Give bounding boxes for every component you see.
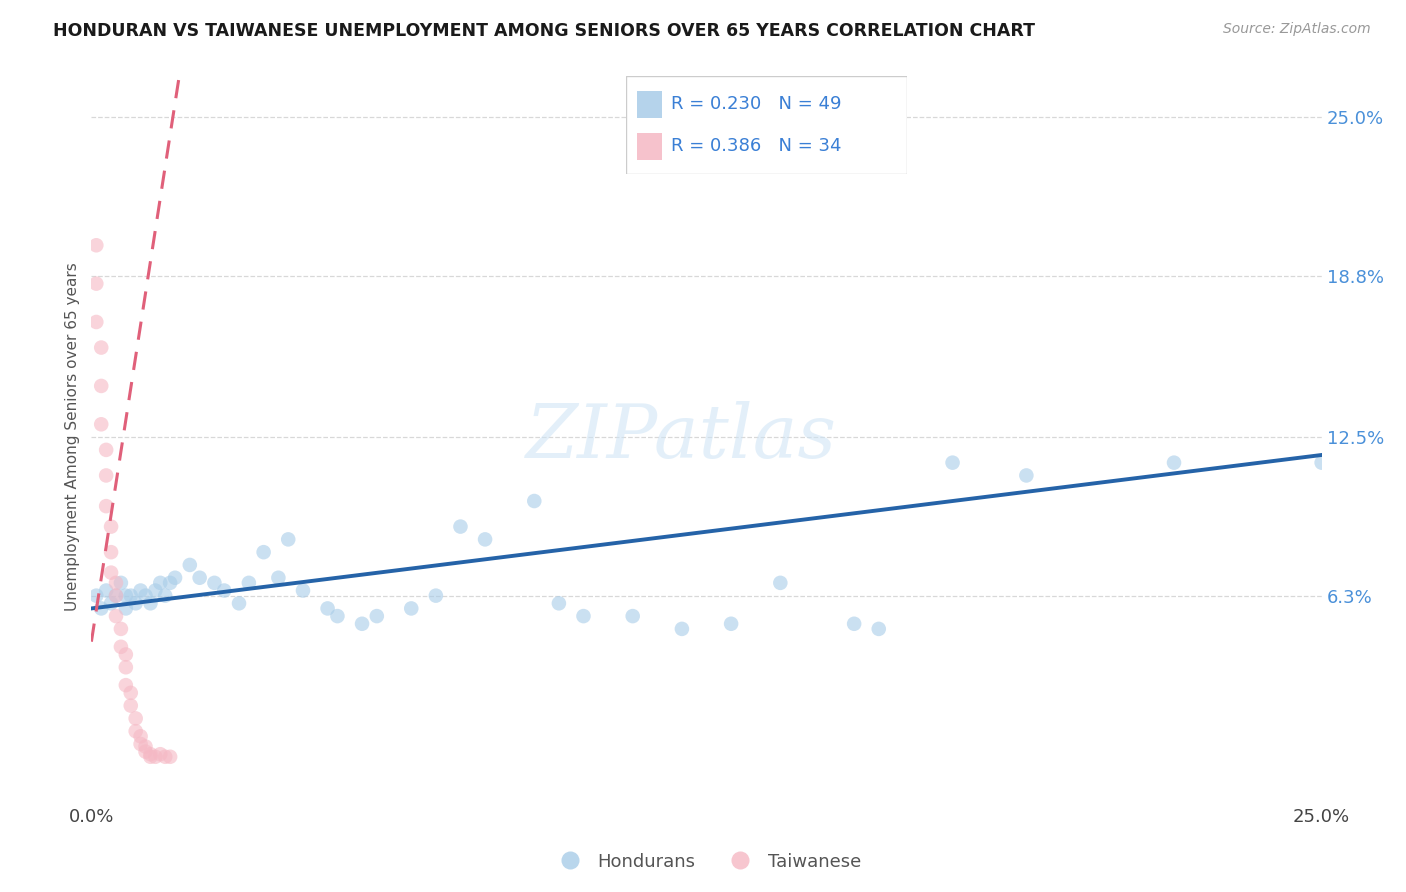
Point: [124, 724, 146, 739]
Point: [100, 519, 122, 533]
Point: [277, 533, 299, 547]
Point: [114, 660, 138, 674]
Bar: [637, 90, 662, 118]
Point: [110, 640, 132, 654]
Point: [96, 583, 117, 598]
Point: [153, 589, 177, 603]
Point: [474, 533, 496, 547]
Point: [179, 558, 201, 572]
Legend: Hondurans, Taiwanese: Hondurans, Taiwanese: [546, 846, 868, 878]
Point: [135, 589, 156, 603]
Point: [842, 616, 865, 631]
Text: HONDURAN VS TAIWANESE UNEMPLOYMENT AMONG SENIORS OVER 65 YEARS CORRELATION CHART: HONDURAN VS TAIWANESE UNEMPLOYMENT AMONG…: [53, 22, 1035, 40]
Point: [253, 545, 276, 559]
Point: [163, 571, 186, 585]
Point: [572, 609, 595, 624]
Point: [124, 596, 146, 610]
Point: [124, 711, 146, 725]
Point: [159, 575, 181, 590]
Point: [114, 678, 138, 692]
Point: [86, 238, 108, 252]
Point: [114, 589, 138, 603]
Point: [316, 601, 339, 615]
Point: [96, 468, 117, 483]
Point: [135, 739, 156, 754]
Point: [145, 583, 166, 598]
Point: [449, 519, 471, 533]
Point: [90, 601, 112, 615]
Point: [202, 575, 225, 590]
Point: [212, 583, 235, 598]
Point: [129, 583, 152, 598]
Point: [110, 575, 132, 590]
Y-axis label: Unemployment Among Seniors over 65 years: Unemployment Among Seniors over 65 years: [65, 263, 80, 611]
Point: [86, 589, 108, 603]
Point: [96, 442, 117, 457]
Point: [291, 583, 314, 598]
Point: [159, 749, 181, 764]
Point: [100, 545, 122, 559]
Point: [399, 601, 422, 615]
Text: R = 0.386   N = 34: R = 0.386 N = 34: [671, 137, 841, 155]
Point: [352, 616, 374, 631]
Point: [90, 379, 112, 393]
Point: [145, 749, 166, 764]
Text: ZIPatlas: ZIPatlas: [526, 401, 838, 474]
Point: [769, 575, 792, 590]
Point: [366, 609, 388, 624]
Point: [90, 417, 112, 432]
Point: [100, 596, 122, 610]
Point: [139, 747, 162, 762]
Point: [326, 609, 349, 624]
Point: [139, 749, 162, 764]
Text: R = 0.230   N = 49: R = 0.230 N = 49: [671, 95, 841, 113]
Point: [1015, 468, 1038, 483]
Point: [720, 616, 742, 631]
Bar: [637, 133, 662, 161]
Point: [105, 609, 127, 624]
Point: [547, 596, 569, 610]
Point: [941, 456, 963, 470]
Point: [100, 566, 122, 580]
Point: [114, 648, 138, 662]
Point: [238, 575, 260, 590]
Text: Source: ZipAtlas.com: Source: ZipAtlas.com: [1223, 22, 1371, 37]
Point: [105, 575, 127, 590]
Point: [120, 698, 142, 713]
Point: [188, 571, 211, 585]
Point: [671, 622, 693, 636]
Point: [114, 601, 138, 615]
Point: [267, 571, 290, 585]
Point: [129, 737, 152, 751]
Point: [86, 277, 108, 291]
Point: [105, 589, 127, 603]
Point: [139, 596, 162, 610]
Point: [120, 589, 142, 603]
Point: [105, 589, 127, 603]
Point: [1163, 456, 1185, 470]
Point: [425, 589, 447, 603]
Point: [110, 622, 132, 636]
Point: [135, 745, 156, 759]
Point: [149, 747, 172, 762]
Point: [621, 609, 644, 624]
Point: [129, 729, 152, 743]
Point: [96, 499, 117, 513]
Point: [149, 575, 172, 590]
Point: [868, 622, 890, 636]
Point: [1310, 456, 1333, 470]
Point: [153, 749, 177, 764]
Point: [90, 341, 112, 355]
Point: [523, 494, 546, 508]
Point: [120, 686, 142, 700]
Point: [228, 596, 250, 610]
Point: [86, 315, 108, 329]
